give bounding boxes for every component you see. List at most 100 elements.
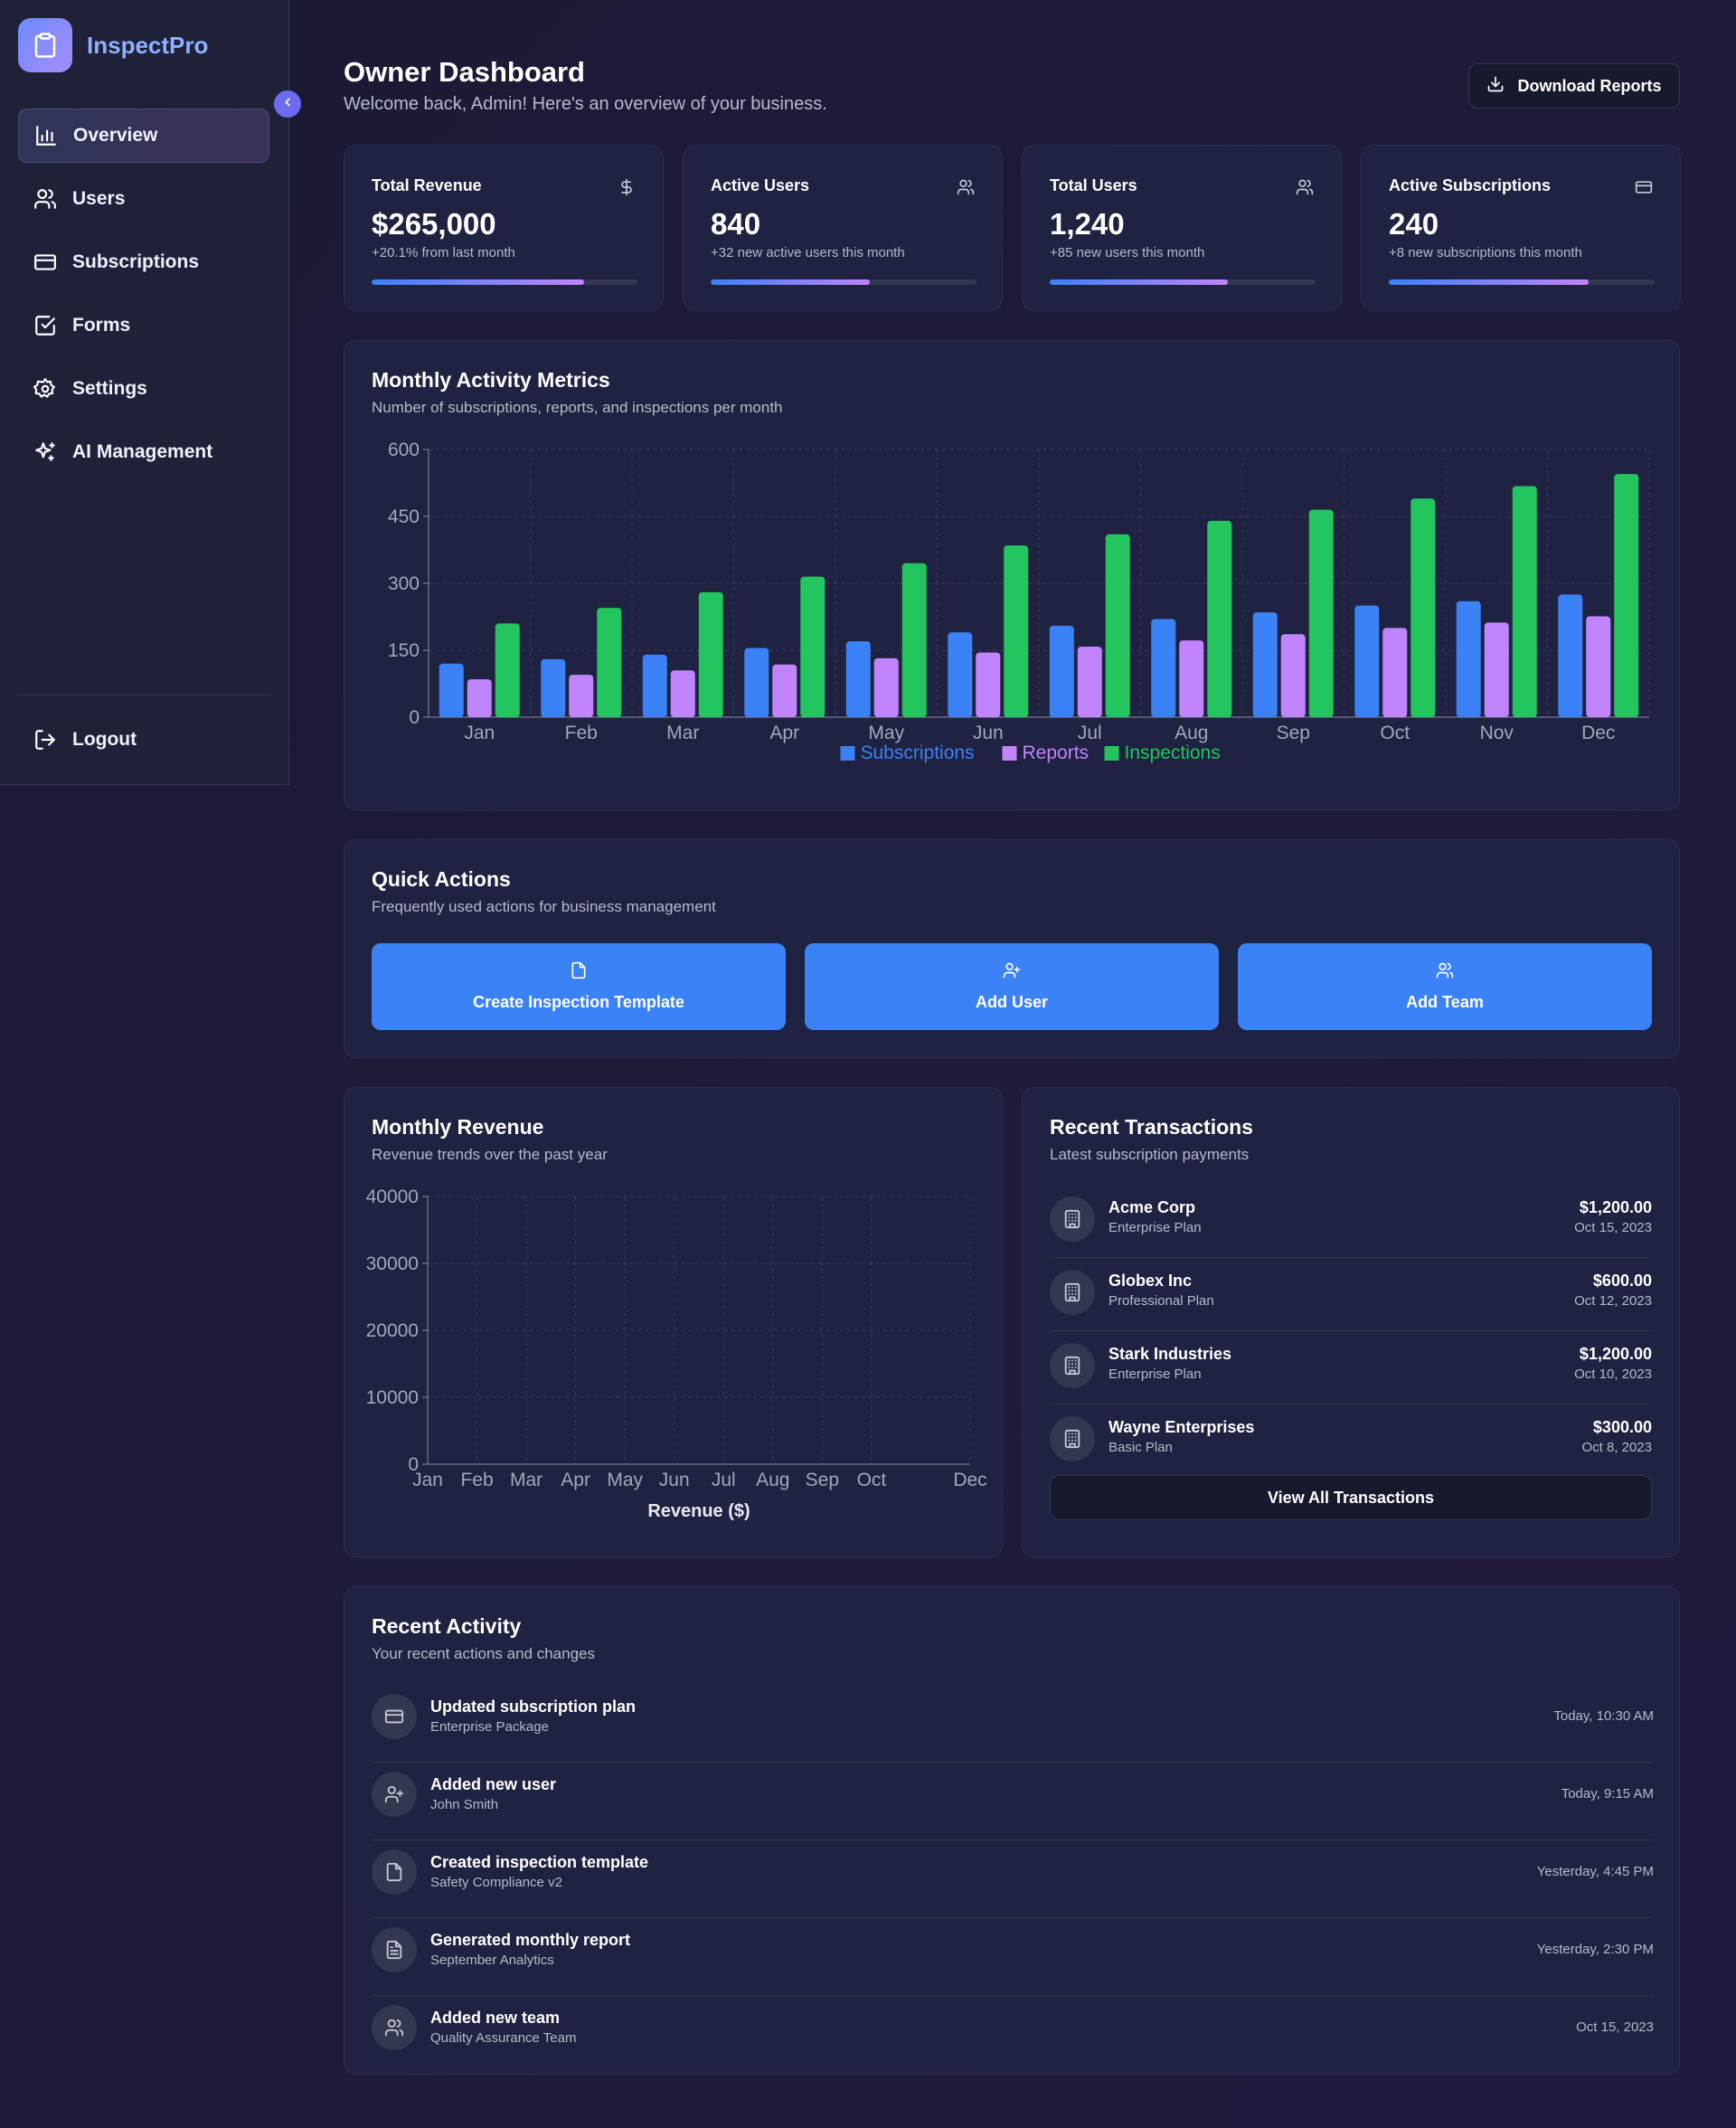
transaction-amount: $1,200.00 <box>1579 1198 1652 1216</box>
bar-reports <box>1484 622 1509 717</box>
transaction-plan: Professional Plan <box>1109 1293 1214 1309</box>
legend-label: Inspections <box>1125 742 1221 763</box>
bar-subscriptions <box>1558 594 1583 717</box>
transaction-amount: $300.00 <box>1592 1418 1652 1436</box>
users-icon <box>372 2005 417 2050</box>
sidebar-item-forms[interactable]: Forms <box>18 298 269 353</box>
x-tick-label: Feb <box>460 1470 493 1490</box>
x-tick-label: Jul <box>1078 723 1102 743</box>
activity-row[interactable]: Created inspection template Safety Compl… <box>372 1840 1654 1918</box>
legend-label: Subscriptions <box>861 742 975 763</box>
stat-note: +8 new subscriptions this month <box>1389 245 1582 260</box>
x-tick-label: May <box>868 723 904 743</box>
bar-inspections <box>1308 509 1334 717</box>
bar-reports <box>670 670 695 717</box>
transaction-row[interactable]: Wayne Enterprises Basic Plan $300.00 Oct… <box>1050 1405 1652 1478</box>
transaction-company: Wayne Enterprises <box>1109 1418 1255 1436</box>
sidebar-item-label: Forms <box>72 315 131 336</box>
transaction-company: Globex Inc <box>1109 1272 1193 1290</box>
legend-swatch <box>1104 746 1119 761</box>
sparkles-icon <box>33 440 58 465</box>
x-tick-label: Jan <box>412 1470 443 1490</box>
download-reports-button[interactable]: Download Reports <box>1468 63 1680 109</box>
button-label: Create Inspection Template <box>473 993 684 1011</box>
monthly-revenue-subtitle: Revenue trends over the past year <box>372 1146 608 1163</box>
add-team-button[interactable]: Add Team <box>1238 943 1652 1030</box>
activity-detail: September Analytics <box>430 1953 554 1968</box>
activity-row[interactable]: Added new team Quality Assurance Team Oc… <box>372 1996 1654 2074</box>
bar-inspections <box>698 591 723 717</box>
transaction-row[interactable]: Stark Industries Enterprise Plan $1,200.… <box>1050 1332 1652 1404</box>
transaction-row[interactable]: Acme Corp Enterprise Plan $1,200.00 Oct … <box>1050 1186 1652 1258</box>
transaction-row[interactable]: Globex Inc Professional Plan $600.00 Oct… <box>1050 1259 1652 1331</box>
activity-row[interactable]: Added new user John Smith Today, 9:15 AM <box>372 1763 1654 1840</box>
legend-label: Reports <box>1023 742 1090 763</box>
bar-chart-icon <box>33 123 59 148</box>
sidebar-item-settings[interactable]: Settings <box>18 362 269 416</box>
activity-row[interactable]: Updated subscription plan Enterprise Pac… <box>372 1685 1654 1763</box>
activity-metrics-card: Monthly Activity Metrics Number of subsc… <box>344 340 1680 810</box>
sidebar-item-subscriptions[interactable]: Subscriptions <box>18 235 269 289</box>
logout-button[interactable]: Logout <box>18 713 269 767</box>
quick-actions-card: Quick Actions Frequently used actions fo… <box>344 839 1680 1058</box>
stat-label: Total Revenue <box>372 176 482 194</box>
revenue-line-chart: 0 10000 20000 30000 40000 Jan Feb Mar Apr May Jun J… <box>366 1187 987 1521</box>
transaction-company: Acme Corp <box>1109 1198 1196 1216</box>
stat-value: 840 <box>711 207 761 241</box>
transaction-date: Oct 15, 2023 <box>1574 1220 1652 1235</box>
brand[interactable]: InspectPro <box>18 18 208 72</box>
activity-title: Updated subscription plan <box>430 1698 637 1716</box>
bar-reports <box>873 657 899 717</box>
users-icon <box>957 178 975 201</box>
y-tick-label: 150 <box>388 640 420 661</box>
bar-subscriptions <box>948 632 973 717</box>
check-square-icon <box>33 313 58 338</box>
sidebar-item-users[interactable]: Users <box>18 172 269 226</box>
stat-value: 1,240 <box>1050 207 1125 241</box>
logout-section: Logout <box>18 713 269 776</box>
bar-inspections <box>1004 545 1029 717</box>
building-icon <box>1050 1270 1095 1315</box>
activity-row[interactable]: Generated monthly report September Analy… <box>372 1918 1654 1996</box>
add-user-button[interactable]: Add User <box>805 943 1219 1030</box>
sidebar-item-overview[interactable]: Overview <box>18 109 269 163</box>
stat-label: Total Users <box>1050 176 1137 194</box>
recent-activity-subtitle: Your recent actions and changes <box>372 1645 595 1662</box>
view-all-transactions-button[interactable]: View All Transactions <box>1050 1475 1652 1520</box>
file-text-icon <box>372 1927 417 1972</box>
bar-subscriptions <box>845 641 871 717</box>
x-tick-label: Jun <box>659 1470 690 1490</box>
sidebar-item-ai-management[interactable]: AI Management <box>18 425 269 479</box>
x-tick-label: Apr <box>561 1470 590 1490</box>
quick-actions-subtitle: Frequently used actions for business man… <box>372 898 716 915</box>
brand-name: InspectPro <box>87 31 209 59</box>
bar-subscriptions <box>642 654 667 717</box>
x-tick-label: Aug <box>756 1470 789 1490</box>
bar-reports <box>772 664 797 717</box>
building-icon <box>1050 1343 1095 1388</box>
stat-note: +85 new users this month <box>1050 245 1205 260</box>
bar-reports <box>1382 628 1408 717</box>
legend-swatch <box>1002 746 1017 761</box>
button-label: Add Team <box>1406 993 1484 1011</box>
stat-label: Active Subscriptions <box>1389 176 1552 194</box>
stat-progress-track <box>1050 279 1316 285</box>
create-inspection-template-button[interactable]: Create Inspection Template <box>372 943 786 1030</box>
bar-inspections <box>1614 474 1639 717</box>
dollar-icon <box>618 178 636 201</box>
legend-swatch <box>840 746 855 761</box>
page-subtitle: Welcome back, Admin! Here's an overview … <box>344 94 827 114</box>
activity-detail: Enterprise Package <box>430 1719 549 1735</box>
stat-card-active-subscriptions: Active Subscriptions 240 +8 new subscrip… <box>1361 145 1681 311</box>
x-tick-label: Aug <box>1175 723 1208 743</box>
collapse-sidebar-button[interactable] <box>274 90 301 118</box>
building-icon <box>1050 1416 1095 1461</box>
activity-time: Today, 9:15 AM <box>1561 1786 1654 1802</box>
x-tick-label: Nov <box>1480 723 1514 743</box>
sidebar-item-label: Settings <box>72 378 147 399</box>
bar-inspections <box>800 576 826 717</box>
bar-subscriptions <box>1252 612 1278 717</box>
recent-activity-card: Recent Activity Your recent actions and … <box>344 1586 1680 2075</box>
y-tick-label: 0 <box>408 1454 419 1475</box>
stat-card-total-users: Total Users 1,240 +85 new users this mon… <box>1022 145 1342 311</box>
